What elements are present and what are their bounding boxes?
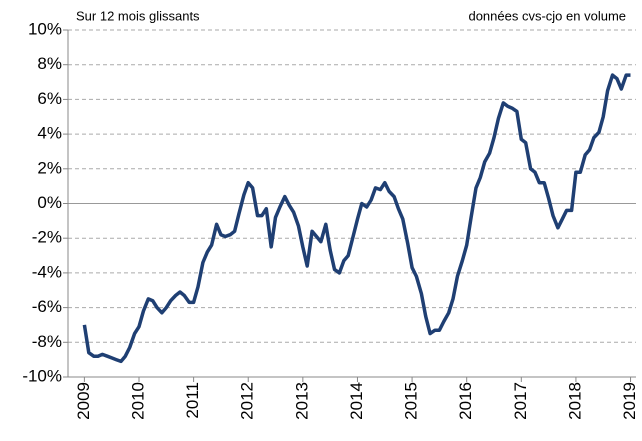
y-tick-label: -10% — [22, 366, 62, 385]
annotation: données cvs-cjo en volume — [468, 8, 626, 23]
x-tick-label: 2018 — [565, 382, 584, 420]
x-tick-label: 2014 — [347, 382, 366, 420]
x-tick-label: 2010 — [128, 382, 147, 420]
y-tick-label: 8% — [37, 54, 62, 73]
annotation: Sur 12 mois glissants — [76, 8, 200, 23]
x-tick-label: 2009 — [74, 382, 93, 420]
x-tick-label: 2011 — [183, 382, 202, 419]
y-tick-label: 2% — [37, 158, 62, 177]
x-tick-label: 2019 — [620, 382, 639, 420]
y-tick-label: 10% — [28, 19, 62, 38]
x-tick-label: 2015 — [402, 382, 421, 420]
y-tick-label: -8% — [32, 332, 62, 351]
y-tick-label: 0% — [37, 193, 62, 212]
x-tick-label: 2017 — [511, 382, 530, 420]
x-tick-label: 2016 — [456, 382, 475, 420]
y-tick-label: 4% — [37, 124, 62, 143]
data-line — [82, 73, 631, 364]
y-tick-label: -6% — [32, 297, 62, 316]
x-tick-label: 2013 — [292, 382, 311, 420]
x-tick-label: 2012 — [238, 382, 257, 420]
y-tick-label: 6% — [37, 89, 62, 108]
y-tick-label: -4% — [32, 262, 62, 281]
y-tick-label: -2% — [32, 228, 62, 247]
